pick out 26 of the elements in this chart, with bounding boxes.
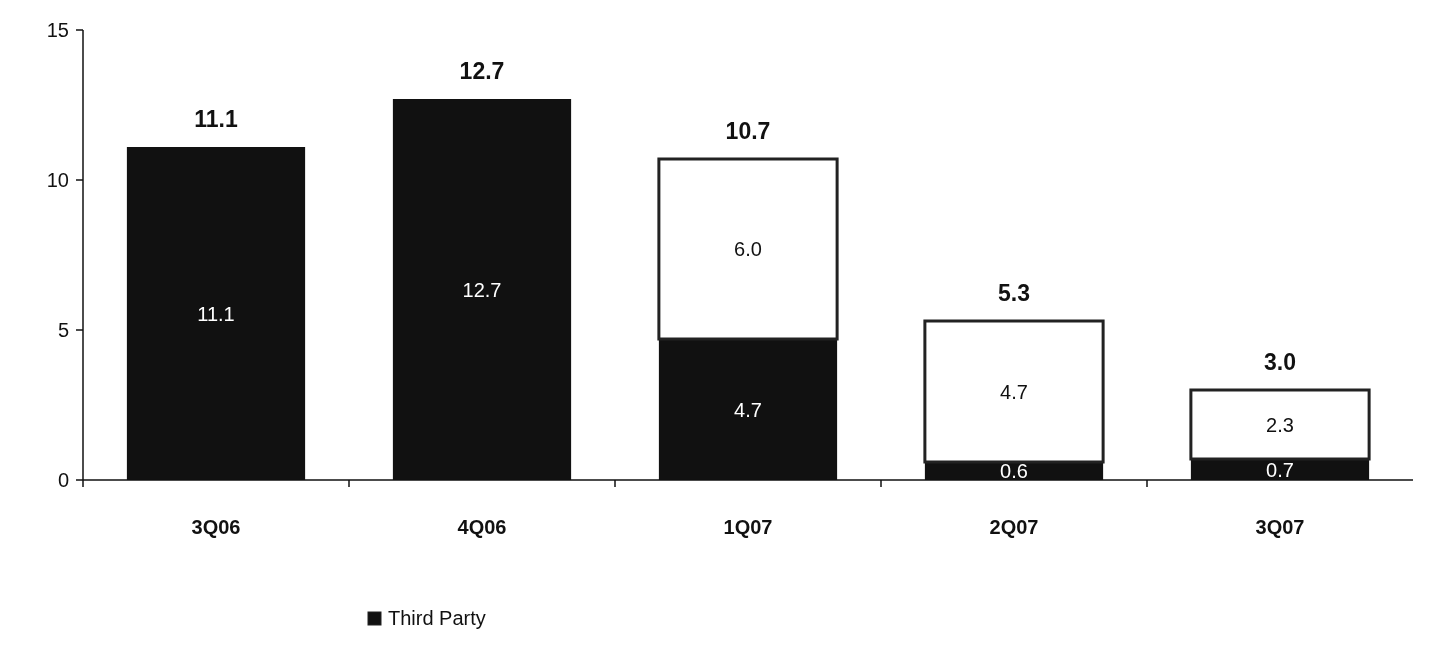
x-tick-label: 3Q06 bbox=[191, 516, 241, 538]
total-label: 11.1 bbox=[194, 106, 238, 132]
data-label: 0.6 bbox=[1000, 460, 1028, 482]
x-tick-label: 4Q06 bbox=[457, 516, 507, 538]
total-label: 10.7 bbox=[725, 118, 771, 144]
data-label: 4.7 bbox=[734, 398, 762, 421]
data-label: 12.7 bbox=[462, 278, 502, 301]
data-label: 2.3 bbox=[1266, 413, 1294, 436]
data-label: 0.7 bbox=[1266, 458, 1294, 481]
bar bbox=[923, 319, 1105, 464]
x-tick-label: 2Q07 bbox=[989, 516, 1039, 538]
y-tick-label: 15 bbox=[46, 19, 69, 41]
y-tick-label: 5 bbox=[57, 319, 69, 341]
legend-label: Third Party bbox=[388, 607, 486, 629]
data-label: 11.1 bbox=[197, 302, 235, 325]
y-tick-label: 0 bbox=[57, 469, 69, 491]
total-label: 5.3 bbox=[998, 280, 1030, 306]
x-tick-label: 1Q07 bbox=[723, 516, 773, 538]
bar bbox=[657, 157, 839, 341]
data-label: 6.0 bbox=[734, 238, 762, 260]
total-label: 3.0 bbox=[1264, 349, 1296, 375]
data-label: 4.7 bbox=[1000, 380, 1028, 403]
y-tick-label: 10 bbox=[46, 169, 69, 191]
bar bbox=[1189, 388, 1371, 461]
x-tick-label: 3Q07 bbox=[1255, 516, 1305, 538]
total-label: 12.7 bbox=[459, 58, 505, 84]
